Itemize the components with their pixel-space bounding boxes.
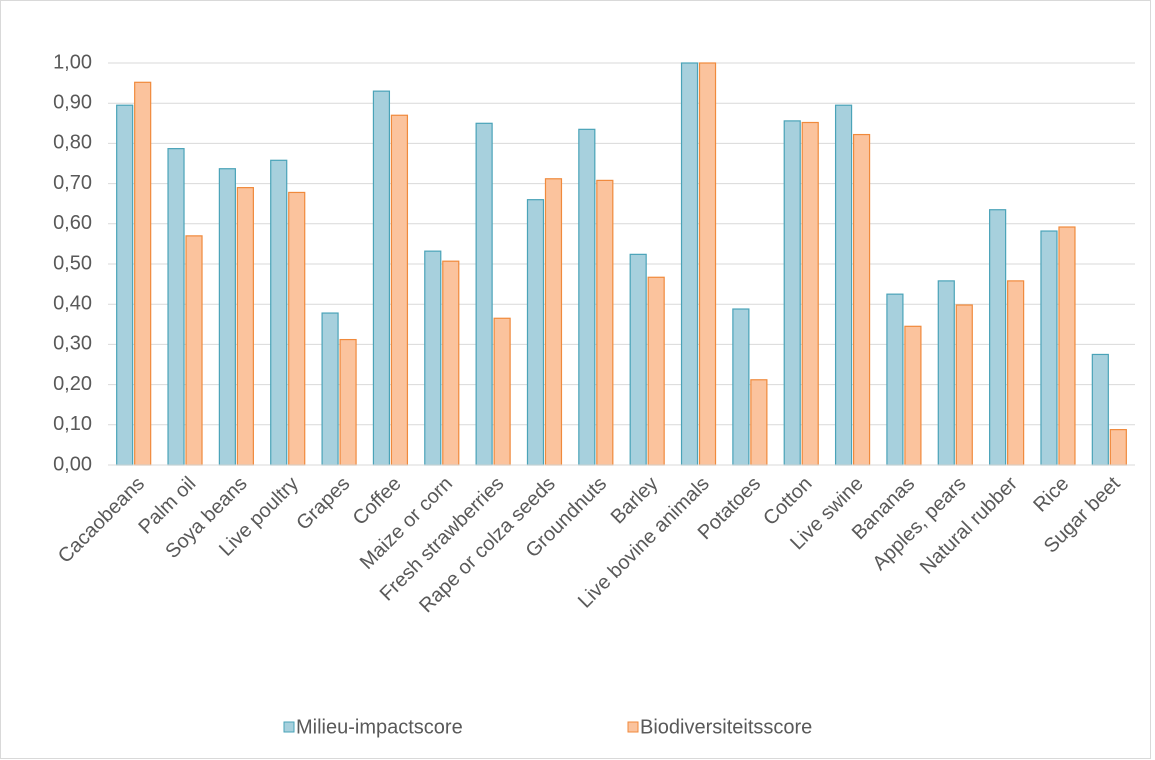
y-tick-label: 0,10 (53, 413, 92, 435)
legend-swatch (283, 721, 295, 733)
bar (989, 209, 1007, 466)
bar (783, 120, 801, 466)
bar (801, 121, 819, 466)
bar (185, 235, 203, 466)
y-tick-label: 0,90 (53, 91, 92, 113)
bar (116, 104, 134, 466)
bar (1109, 429, 1127, 466)
bar (288, 191, 306, 466)
bar (1040, 230, 1058, 466)
y-tick-label: 1,00 (53, 51, 92, 73)
legend-label: Biodiversiteitsscore (640, 716, 812, 738)
bar (886, 293, 904, 466)
bar (218, 168, 236, 466)
bar (1007, 280, 1025, 466)
bar (321, 312, 339, 466)
bar (134, 81, 152, 466)
bar (578, 128, 596, 466)
bar (526, 199, 545, 466)
y-tick-label: 0,20 (53, 373, 92, 395)
y-tick-label: 0,00 (53, 453, 92, 475)
bar (1058, 226, 1076, 466)
bar (750, 379, 768, 466)
bar (852, 133, 871, 466)
y-tick-label: 0,70 (53, 172, 92, 194)
bar (1091, 353, 1109, 466)
bar (167, 148, 185, 466)
y-tick-label: 0,40 (53, 292, 92, 314)
bar (955, 304, 973, 466)
bar (596, 179, 614, 466)
bar (424, 250, 442, 466)
bar (904, 325, 922, 466)
y-tick-label: 0,60 (53, 212, 92, 234)
y-tick-label: 0,80 (53, 132, 92, 154)
bar (475, 122, 493, 466)
bar (647, 276, 665, 466)
bar (937, 280, 955, 466)
bar (339, 338, 357, 466)
bar (732, 308, 750, 466)
bar (442, 260, 460, 466)
bar (270, 159, 288, 466)
bar (698, 62, 717, 466)
y-tick-label: 0,50 (53, 252, 92, 274)
bar (390, 114, 409, 466)
bar (544, 178, 563, 466)
bar (629, 253, 647, 466)
y-tick-label: 0,30 (53, 333, 92, 355)
legend-swatch (627, 721, 639, 733)
bar (372, 90, 391, 466)
bar (834, 104, 853, 466)
legend-label: Milieu-impactscore (296, 716, 463, 738)
bar (493, 317, 511, 466)
bar (236, 187, 254, 466)
bar (680, 62, 699, 466)
